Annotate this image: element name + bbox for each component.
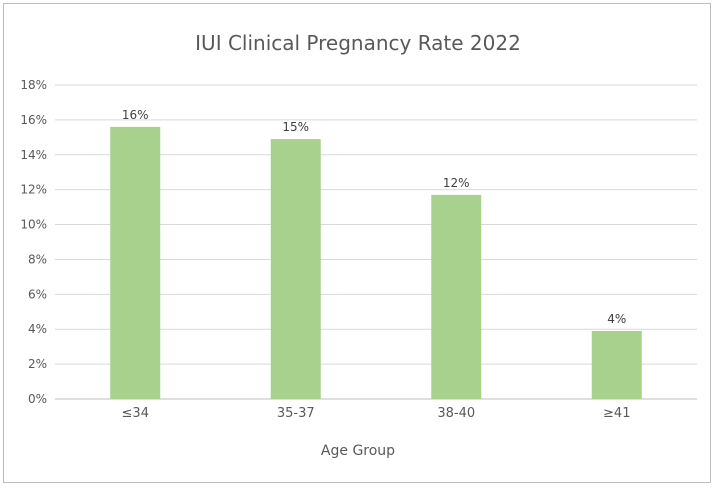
y-tick-label: 14% (20, 148, 47, 162)
x-tick-label: ≥41 (603, 406, 630, 421)
y-tick-label: 10% (20, 218, 47, 232)
bar (431, 194, 482, 399)
y-tick-label: 0% (28, 392, 47, 406)
y-tick-label: 16% (20, 113, 47, 127)
data-label: 12% (443, 176, 470, 190)
bar (110, 126, 161, 399)
x-tick-label: ≤34 (122, 406, 149, 421)
y-tick-label: 18% (20, 78, 47, 92)
y-tick-label: 2% (28, 357, 47, 371)
y-tick-label: 6% (28, 287, 47, 301)
data-labels: 16% 15% 12% 4% (122, 108, 626, 326)
x-axis-categories: ≤34 35-37 38-40 ≥41 (122, 406, 631, 421)
data-label: 15% (282, 120, 309, 134)
bars (110, 126, 642, 400)
y-axis-ticks: 0% 2% 4% 6% 8% 10% 12% 14% 16% 18% (20, 78, 47, 406)
data-label: 4% (607, 312, 626, 326)
x-axis-title: Age Group (321, 443, 395, 459)
y-tick-label: 8% (28, 252, 47, 266)
y-tick-label: 12% (20, 183, 47, 197)
data-label: 16% (122, 108, 149, 122)
chart-title: IUI Clinical Pregnancy Rate 2022 (195, 31, 521, 55)
gridlines (55, 84, 697, 400)
bar (270, 139, 321, 400)
x-tick-label: 38-40 (437, 406, 475, 421)
y-tick-label: 4% (28, 322, 47, 336)
x-tick-label: 35-37 (277, 406, 315, 421)
bar (591, 330, 642, 399)
